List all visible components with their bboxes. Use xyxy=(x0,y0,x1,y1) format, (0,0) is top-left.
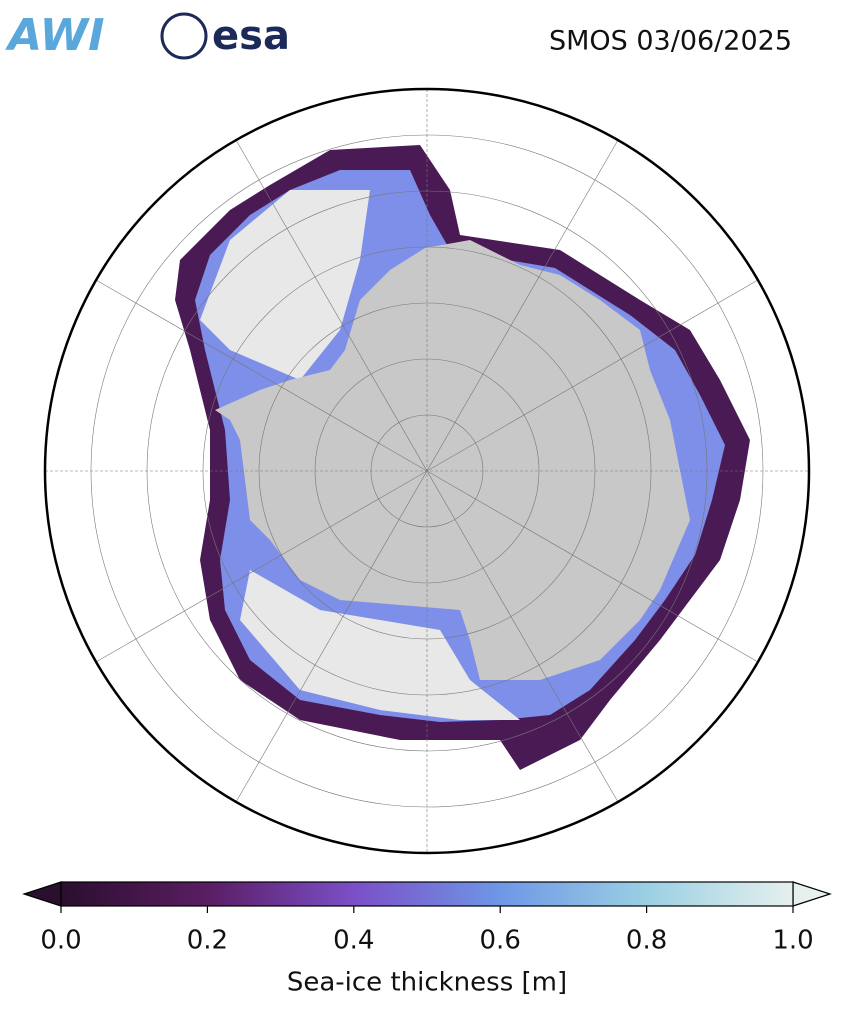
graticule xyxy=(45,89,809,853)
map xyxy=(45,89,809,853)
colorbar-tick-label: 0.4 xyxy=(333,926,374,956)
colorbar-gradient xyxy=(60,881,794,907)
esa-logo: esa xyxy=(212,13,290,59)
sea-ice-thick-weddell xyxy=(200,190,370,380)
colorbar-extend-low xyxy=(22,881,62,907)
colorbar-tick-label: 0.0 xyxy=(40,926,81,956)
title: SMOS 03/06/2025 xyxy=(549,26,792,57)
sea-ice-thick-ross xyxy=(240,570,520,720)
colorbar: 0.0 0.2 0.4 0.6 0.8 1.0 Sea-ice thickness [m] xyxy=(22,881,832,998)
esa-logo-mark xyxy=(160,12,208,60)
colorbar-tick-label: 0.2 xyxy=(187,926,228,956)
map-frame xyxy=(43,87,811,855)
antarctica xyxy=(215,240,690,680)
colorbar-tick-label: 0.6 xyxy=(480,926,521,956)
colorbar-tick-label: 1.0 xyxy=(772,926,813,956)
colorbar-tick-label: 0.8 xyxy=(626,926,667,956)
awi-logo: AWI xyxy=(5,10,105,61)
colorbar-extend-high xyxy=(792,881,832,907)
colorbar-label: Sea-ice thickness [m] xyxy=(287,968,567,998)
